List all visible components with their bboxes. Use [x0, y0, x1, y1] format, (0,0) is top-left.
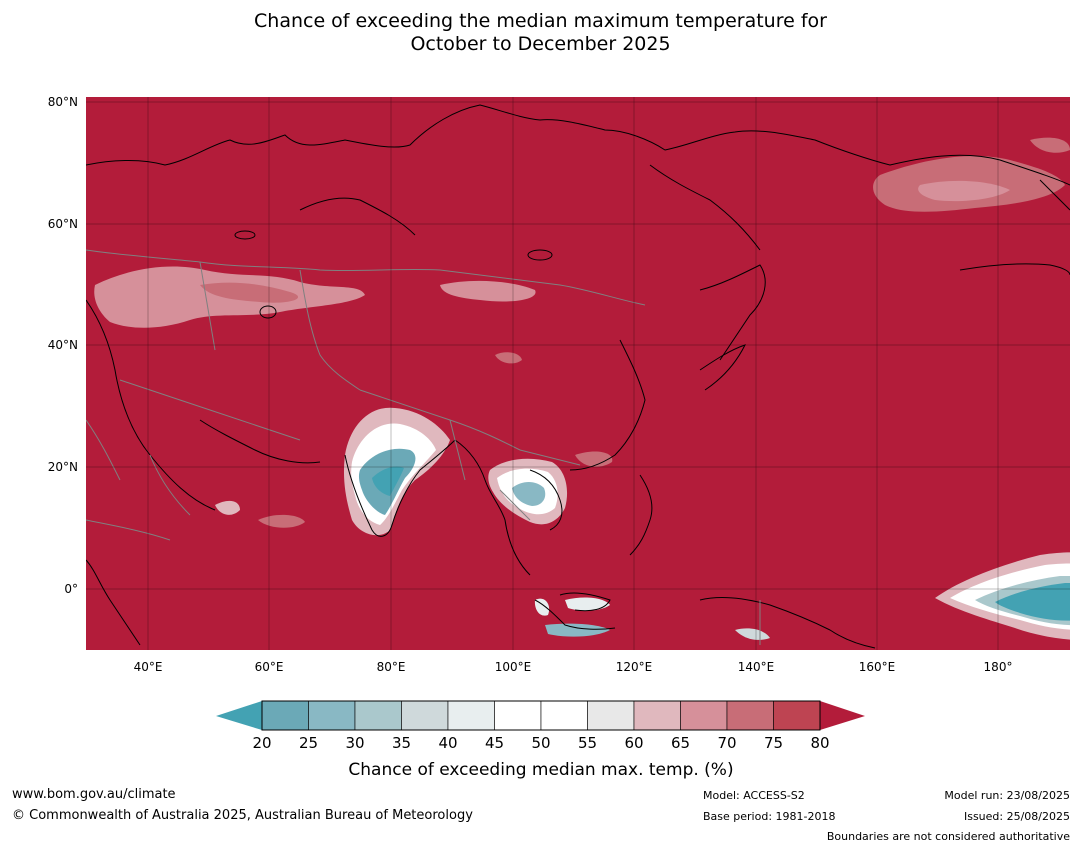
colorbar-segment [447, 700, 495, 731]
patch-alaska [1030, 137, 1070, 153]
colorbar: 20 25 30 35 40 45 50 55 60 65 70 75 80 Chance of exc… [216, 700, 865, 780]
colorbar-tick-label: 65 [671, 734, 690, 752]
website-link[interactable]: www.bom.gov.au/climate [12, 787, 176, 802]
colorbar-segment [540, 700, 588, 731]
colorbar-segment [773, 700, 821, 731]
patch-java [545, 623, 610, 637]
issued-date: Issued: 25/08/2025 [963, 810, 1070, 823]
title-line-2: October to December 2025 [410, 33, 671, 55]
lat-label-20n: 20°N [48, 460, 78, 474]
anomaly-patches [94, 137, 1070, 640]
lat-label-60n: 60°N [48, 217, 78, 231]
colorbar-segment [680, 700, 728, 731]
lon-label-180: 180° [984, 660, 1013, 674]
model-name: Model: ACCESS-S2 [703, 789, 805, 802]
patch-sumatra [534, 598, 550, 616]
title-line-1: Chance of exceeding the median maximum t… [254, 10, 827, 32]
patch-newguinea [735, 628, 770, 640]
patch-arabian-sea [258, 514, 305, 528]
colorbar-tick-label: 40 [438, 734, 457, 752]
colorbar-label: Chance of exceeding median max. temp. (%… [348, 760, 733, 780]
colorbar-tick-label: 80 [810, 734, 829, 752]
colorbar-tick-label: 60 [624, 734, 643, 752]
colorbar-under-arrow [216, 701, 262, 730]
colorbar-tick-labels: 20 25 30 35 40 45 50 55 60 65 70 75 80 [252, 734, 829, 752]
colorbar-tick-label: 75 [764, 734, 783, 752]
map-title: Chance of exceeding the median maximum t… [0, 10, 1081, 56]
colorbar-tick-label: 20 [252, 734, 271, 752]
latitude-labels: 80°N 60°N 40°N 20°N 0° [48, 95, 78, 596]
lakes [234, 230, 553, 319]
lon-label-140e: 140°E [738, 660, 775, 674]
patch-central-asia-2 [200, 282, 299, 303]
patch-china-se [575, 451, 613, 467]
patch-borneo [565, 597, 610, 611]
patch-mongolia [440, 280, 536, 302]
base-period: Base period: 1981-2018 [703, 810, 836, 823]
boundaries-disclaimer: Boundaries are not considered authoritat… [826, 830, 1070, 843]
colorbar-over-arrow [820, 701, 865, 730]
colorbar-tick-label: 50 [531, 734, 550, 752]
graticule [86, 97, 1070, 650]
patch-tibet [495, 352, 522, 364]
lon-label-60e: 60°E [255, 660, 284, 674]
model-run-date: Model run: 23/08/2025 [944, 789, 1070, 802]
colorbar-segments [261, 700, 821, 731]
patch-india-teal-deep [372, 466, 404, 496]
lon-label-120e: 120°E [616, 660, 653, 674]
patch-indochina-teal [512, 482, 546, 506]
lon-label-40e: 40°E [134, 660, 163, 674]
colorbar-tick-label: 25 [299, 734, 318, 752]
colorbar-segment [354, 700, 402, 731]
patch-arabia [215, 500, 240, 515]
longitude-labels: 40°E 60°E 80°E 100°E 120°E 140°E 160°E 1… [134, 660, 1013, 674]
colorbar-tick-label: 55 [578, 734, 597, 752]
country-borders [86, 249, 761, 645]
colorbar-tick-label: 70 [717, 734, 736, 752]
coastlines [86, 104, 1070, 649]
lat-label-80n: 80°N [48, 95, 78, 109]
copyright-text: © Commonwealth of Australia 2025, Austra… [12, 808, 473, 823]
forecast-map: 80°N 60°N 40°N 20°N 0° 40°E 60°E 80°E 10… [48, 95, 1070, 674]
colorbar-segment [633, 700, 681, 731]
colorbar-segment [494, 700, 542, 731]
colorbar-segment [726, 700, 774, 731]
colorbar-segment [401, 700, 449, 731]
lon-label-80e: 80°E [377, 660, 406, 674]
colorbar-tick-label: 45 [485, 734, 504, 752]
lat-label-40n: 40°N [48, 338, 78, 352]
colorbar-segment [308, 700, 356, 731]
colorbar-tick-label: 30 [345, 734, 364, 752]
patch-siberia-east-inner [918, 180, 1010, 202]
lon-label-100e: 100°E [495, 660, 532, 674]
patch-pacific-teal [995, 583, 1070, 621]
lat-label-0: 0° [64, 582, 78, 596]
colorbar-frame [261, 700, 821, 731]
lon-label-160e: 160°E [859, 660, 896, 674]
colorbar-segment [261, 700, 309, 731]
colorbar-tick-label: 35 [392, 734, 411, 752]
colorbar-segment [587, 700, 635, 731]
